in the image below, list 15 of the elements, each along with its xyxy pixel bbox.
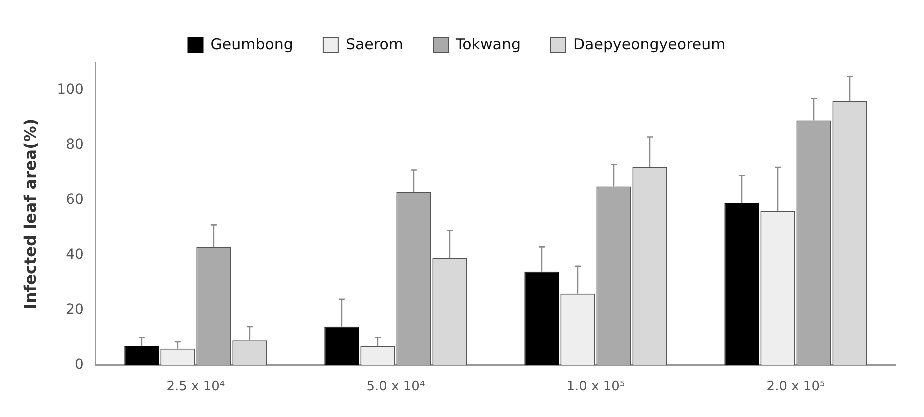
x-tick-label: 2.5 x 10⁴ bbox=[166, 380, 226, 395]
y-axis-title: Infected leaf area(%) bbox=[20, 118, 40, 310]
y-tick-label: 100 bbox=[57, 82, 84, 98]
x-tick-label: 5.0 x 10⁴ bbox=[366, 380, 426, 395]
legend-label: Daepyeongyeoreum bbox=[573, 35, 726, 54]
x-tick-label: 2.0 x 10⁵ bbox=[766, 380, 826, 395]
y-tick-label: 20 bbox=[66, 302, 84, 318]
legend-label: Geumbong bbox=[210, 35, 294, 54]
y-tick-label: 80 bbox=[66, 137, 84, 154]
legend-label: Saerom bbox=[346, 35, 404, 54]
y-tick-label: 0 bbox=[75, 357, 84, 374]
legend-label: Tokwang bbox=[455, 35, 521, 54]
y-tick-label: 60 bbox=[66, 192, 84, 208]
y-tick-label: 40 bbox=[66, 247, 84, 264]
x-tick-label: 1.0 x 10⁵ bbox=[566, 380, 626, 395]
